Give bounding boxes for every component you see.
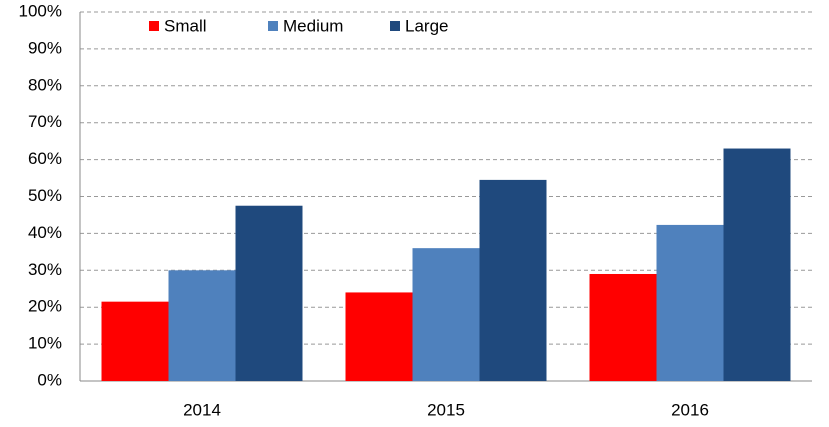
y-tick-label: 60% [28,149,62,168]
y-tick-label: 90% [28,38,62,57]
y-tick-label: 100% [19,1,62,20]
bar [412,248,480,381]
legend-label: Large [405,16,448,35]
y-tick-label: 70% [28,112,62,131]
y-tick-label: 30% [28,260,62,279]
bar [235,205,303,381]
legend-swatch [268,21,278,31]
bar [168,270,236,381]
legend-swatch [149,21,159,31]
bar [656,224,724,381]
legend-label: Medium [283,16,343,35]
legend-swatch [390,21,400,31]
bar [589,273,657,381]
x-tick-label: 2015 [427,400,465,419]
y-tick-label: 80% [28,75,62,94]
legend-label: Small [164,16,207,35]
bar [723,148,791,381]
y-tick-label: 20% [28,297,62,316]
y-tick-label: 40% [28,223,62,242]
bar [101,301,169,381]
bar [345,292,413,381]
y-tick-label: 50% [28,186,62,205]
x-tick-label: 2014 [183,400,221,419]
y-tick-label: 0% [37,370,62,389]
x-tick-label: 2016 [671,400,709,419]
bar [479,179,547,381]
y-tick-label: 10% [28,334,62,353]
